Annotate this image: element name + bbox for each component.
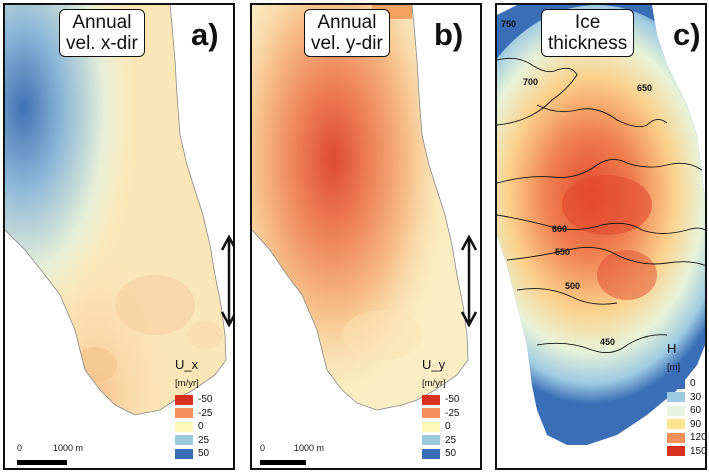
legend-row: -25 (422, 407, 459, 421)
legend-row: 60 (667, 404, 705, 418)
scale-bar (260, 460, 306, 465)
legend-swatch (667, 392, 685, 403)
legend-swatch (175, 421, 193, 432)
contour-label: 750 (501, 19, 516, 29)
legend-row: 25 (422, 434, 459, 448)
legend-swatch (175, 435, 193, 446)
scale-zero: 0 (260, 443, 266, 453)
legend-label: 0 (445, 421, 451, 433)
contour-label: 450 (600, 337, 615, 347)
legend-swatch (667, 419, 685, 430)
legend-label: 30 (690, 391, 702, 403)
panel-c-title: Ice thickness (541, 9, 635, 57)
contour-label: 500 (565, 281, 580, 291)
contour-label: 700 (523, 77, 538, 87)
legend-row: 120 (667, 431, 707, 445)
panel-c-ice-thickness: 750 700 650 600 550 500 450 Ice thickness… (495, 3, 707, 470)
legend-row: -50 (422, 393, 459, 407)
panel-b-title: Annual vel. y-dir (304, 9, 390, 57)
y-velocity-map (252, 5, 478, 411)
legend-label: 50 (198, 448, 210, 460)
legend-row: 150 (667, 445, 707, 459)
panel-b-legend: U_y [m/yr] -50 -25 0 25 50 (422, 357, 459, 461)
legend-label: 90 (690, 418, 702, 430)
legend-swatch (175, 408, 193, 419)
legend-swatch (422, 421, 440, 432)
legend-row: -25 (175, 407, 212, 421)
legend-swatch (667, 405, 685, 416)
legend-swatch (175, 394, 193, 405)
scale-distance: 1000 m (294, 443, 325, 453)
panel-c-legend: H [m] 0 30 60 90 120 150 (667, 341, 707, 459)
panel-c-letter: c) (673, 17, 701, 52)
legend-unit: [m/yr] (175, 378, 199, 389)
legend-label: 25 (198, 434, 210, 446)
legend-unit: [m/yr] (422, 378, 446, 389)
legend-row: 50 (175, 447, 212, 461)
panel-a-legend: U_x [m/yr] -50 -25 0 25 50 (175, 357, 212, 461)
ice-thickness-map: 750 700 650 600 550 500 450 (497, 5, 705, 445)
legend-label: -25 (198, 407, 213, 419)
legend-row: 0 (175, 420, 212, 434)
contour-label: 650 (637, 83, 652, 93)
contour-labels: 750 700 650 600 550 500 450 (501, 19, 652, 347)
legend-label: 150 (690, 445, 707, 457)
legend-row: 50 (422, 447, 459, 461)
legend-swatch (175, 448, 193, 459)
contour-lines (497, 57, 705, 354)
legend-label: 0 (198, 421, 204, 433)
contour-label: 550 (555, 247, 570, 257)
double-arrow-icon (460, 234, 478, 328)
x-velocity-map (5, 5, 233, 416)
legend-label: 50 (445, 448, 457, 460)
legend-swatch (422, 435, 440, 446)
legend-swatch (667, 446, 685, 457)
legend-label: 120 (690, 432, 707, 444)
scale-distance: 1000 m (53, 443, 84, 453)
legend-row: 90 (667, 418, 705, 432)
legend-swatch (422, 408, 440, 419)
legend-row: 0 (422, 420, 459, 434)
contour-label: 600 (552, 224, 567, 234)
panel-a-letter: a) (191, 17, 219, 52)
legend-title: U_y (422, 357, 446, 372)
panel-b-letter: b) (434, 17, 464, 52)
legend-label: 60 (690, 405, 702, 417)
legend-label: 25 (445, 434, 457, 446)
legend-row: 0 (667, 377, 705, 391)
legend-label: -50 (198, 394, 213, 406)
panel-b-y-velocity: Annual vel. y-dir b) U_y [m/yr] -50 -25 0… (250, 3, 482, 470)
legend-swatch (422, 448, 440, 459)
scale-bar (17, 460, 67, 465)
legend-unit: [m] (667, 362, 681, 373)
legend-swatch (667, 432, 685, 443)
legend-label: 0 (690, 378, 696, 390)
legend-row: -50 (175, 393, 212, 407)
panel-a-x-velocity: Annual vel. x-dir a) U_x [m/yr] -50 -25 0… (3, 3, 235, 470)
legend-row: 30 (667, 391, 705, 405)
legend-row: 25 (175, 434, 212, 448)
legend-label: -25 (445, 407, 460, 419)
legend-title: H (667, 341, 677, 356)
legend-swatch (667, 378, 685, 389)
legend-swatch (422, 394, 440, 405)
panel-a-title: Annual vel. x-dir (59, 9, 145, 57)
legend-label: -50 (445, 394, 460, 406)
legend-title: U_x (175, 357, 199, 372)
double-arrow-icon (220, 234, 233, 328)
scale-zero: 0 (17, 443, 23, 453)
